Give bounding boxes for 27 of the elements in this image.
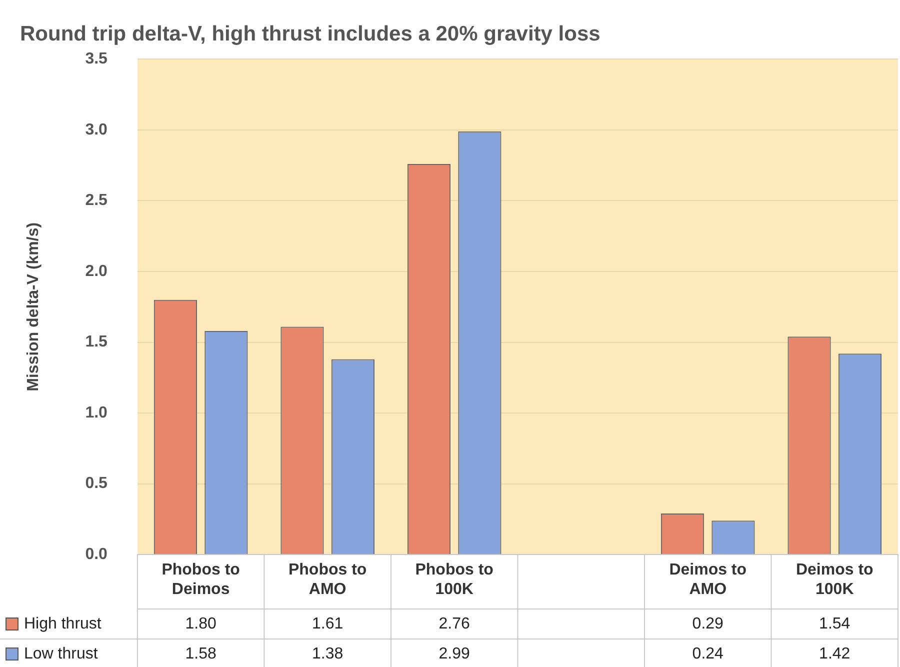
data-label: 2.99	[438, 645, 470, 662]
data-label: 1.54	[819, 615, 850, 632]
x-tick-label: Phobos to Deimos	[162, 562, 240, 598]
data-label: 1.61	[312, 615, 344, 632]
y-tick-label: 0.0	[85, 546, 108, 564]
data-label: 2.76	[438, 615, 470, 632]
y-tick-label: 1.0	[85, 404, 108, 422]
y-tick-label: 3.0	[85, 121, 108, 138]
data-label: 0.29	[692, 615, 724, 632]
y-tick-label: 1.5	[85, 334, 108, 351]
y-axis-title: Mission delta-V (km/s)	[25, 222, 42, 392]
chart-title: Round trip delta-V, high thrust includes a 20% gravity loss	[20, 22, 600, 46]
x-tick-label: Phobos to AMO	[288, 562, 367, 598]
x-tick-label: Phobos to 100K	[415, 562, 494, 598]
y-tick-label: 2.0	[85, 262, 108, 280]
legend-label: Low thrust	[24, 645, 98, 662]
y-tick-label: 2.5	[85, 192, 108, 210]
data-label: 1.38	[312, 645, 344, 662]
data-label: 1.80	[185, 615, 216, 632]
y-tick-label: 3.5	[85, 50, 108, 68]
x-tick-label: Deimos to 100K	[796, 562, 874, 598]
data-label: 1.58	[185, 645, 216, 662]
data-label: 1.42	[819, 645, 850, 662]
y-tick-label: 0.5	[85, 475, 108, 492]
legend-label: High thrust	[24, 615, 102, 632]
x-tick-label: Deimos to AMO	[669, 562, 747, 598]
data-label: 0.24	[692, 645, 724, 662]
